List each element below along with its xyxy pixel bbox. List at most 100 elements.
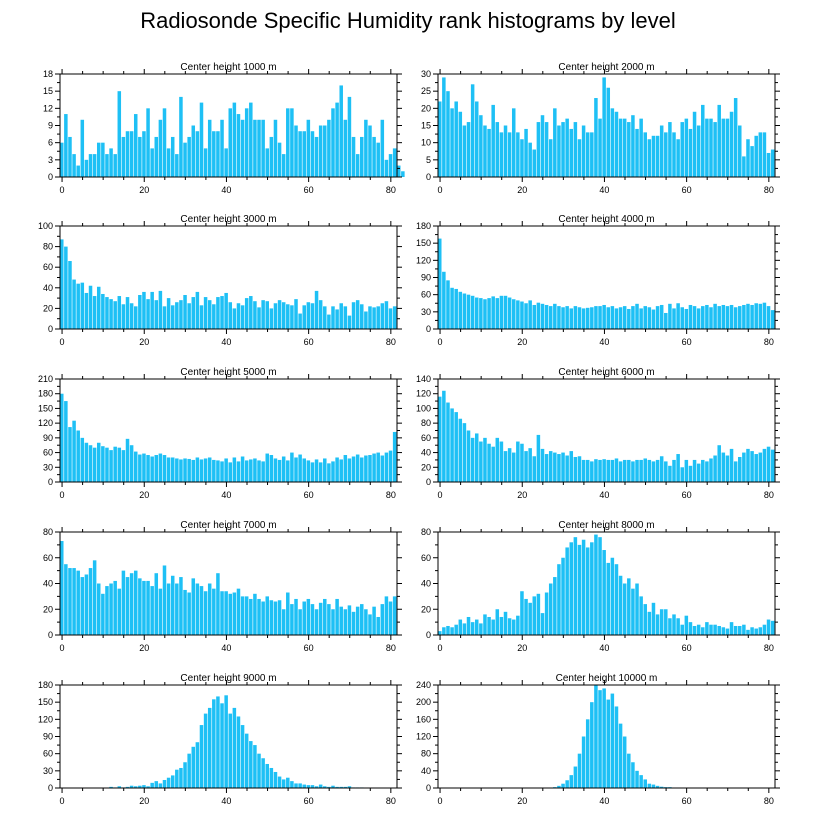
histogram-bar [240,119,245,177]
x-tick-label: 60 [304,796,314,806]
figure-title: Radiosonde Specific Humidity rank histog… [140,8,676,33]
histogram-panel-7: Center height 7000 m 0 20 40 60 80 0 20 40 60 80 [43,520,402,653]
y-tick-label: 40 [421,579,431,589]
histogram-bar [154,300,159,329]
histogram-bar [306,785,311,788]
histogram-bar [150,148,154,177]
histogram-bar [524,303,528,329]
y-tick-label: 3 [48,155,53,165]
histogram-bar [721,118,726,177]
histogram-bar [701,627,705,635]
y-tick-label: 20 [43,303,53,313]
histogram-bar [614,308,619,329]
histogram-bar [618,575,623,635]
histogram-bar [384,596,389,636]
histogram-bar [750,451,754,482]
histogram-bar [692,459,697,482]
histogram-bar [298,313,302,329]
histogram-bar [536,302,541,329]
histogram-bar [368,614,372,635]
histogram-bar [191,125,196,177]
histogram-bar [331,108,335,177]
x-tick-label: 40 [599,185,609,195]
histogram-bar [676,303,680,329]
histogram-bar [314,609,319,635]
histogram-bar [121,304,126,329]
x-tick-label: 60 [682,185,692,195]
histogram-bar [696,463,701,482]
histogram-bar [376,452,380,482]
histogram-bar [491,619,495,635]
x-tick-label: 40 [221,337,231,347]
histogram-bar [92,560,97,635]
histogram-bar [323,786,327,788]
histogram-bar [470,622,475,636]
histogram-bar [746,303,750,329]
histogram-bar [228,593,233,635]
histogram-bar [101,446,105,482]
histogram-bar [561,122,565,177]
histogram-bar [450,287,454,329]
y-tick-label: 40 [43,283,53,293]
histogram-bar [705,622,709,636]
histogram-bar [236,461,241,482]
histogram-bar [569,128,574,177]
histogram-bar [511,299,516,329]
y-tick-label: 0 [48,324,53,334]
x-tick-label: 60 [304,643,314,653]
histogram-bar [664,312,668,329]
histogram-bar [240,725,245,788]
histogram-bar [688,304,693,329]
histogram-bar [72,154,76,177]
histogram-bar [175,769,179,788]
histogram-bar [261,758,265,788]
histogram-bar [622,583,627,635]
y-tick-label: 90 [43,433,53,443]
histogram-bar [372,307,376,329]
histogram-bar [742,452,746,482]
y-tick-label: 60 [421,433,431,443]
histogram-bar [585,719,590,788]
histogram-bar [717,625,721,635]
histogram-bar [627,122,631,177]
histogram-bar [565,306,569,329]
histogram-bar [581,125,586,177]
histogram-bar [244,460,249,482]
histogram-bar [60,541,64,635]
histogram-bar [627,753,631,788]
histogram-bar [569,542,574,635]
histogram-bar [109,583,113,635]
histogram-bar [733,98,738,177]
x-tick-label: 20 [517,337,527,347]
histogram-bar [470,437,475,482]
histogram-bar [610,459,615,482]
histogram-bar [170,775,175,788]
y-tick-label: 6 [48,138,53,148]
histogram-bar [536,122,541,177]
histogram-bar [175,154,179,177]
histogram-bar [606,459,611,482]
histogram-bar [738,625,742,635]
histogram-bar [179,300,183,329]
histogram-bar [643,306,647,329]
histogram-bar [762,132,767,177]
histogram-bar [442,77,446,177]
y-tick-label: 60 [421,553,431,563]
x-tick-label: 80 [764,490,774,500]
histogram-bar [647,307,652,329]
histogram-bar [269,308,274,329]
histogram-bar [610,557,615,635]
histogram-bar [216,573,220,635]
histogram-bar [713,455,717,482]
histogram-bar [327,604,331,635]
histogram-bar [360,136,364,177]
histogram-bar [117,786,122,788]
histogram-bar [499,295,504,329]
histogram-bar [207,707,212,788]
histogram-bar [511,619,516,635]
histogram-bar [627,308,631,329]
histogram-panel-5: Center height 5000 m 0 20 40 60 80 0 30 60 90 120 1… [38,367,402,500]
histogram-bar [454,624,458,635]
histogram-bar [602,459,606,482]
y-tick-label: 20 [43,604,53,614]
